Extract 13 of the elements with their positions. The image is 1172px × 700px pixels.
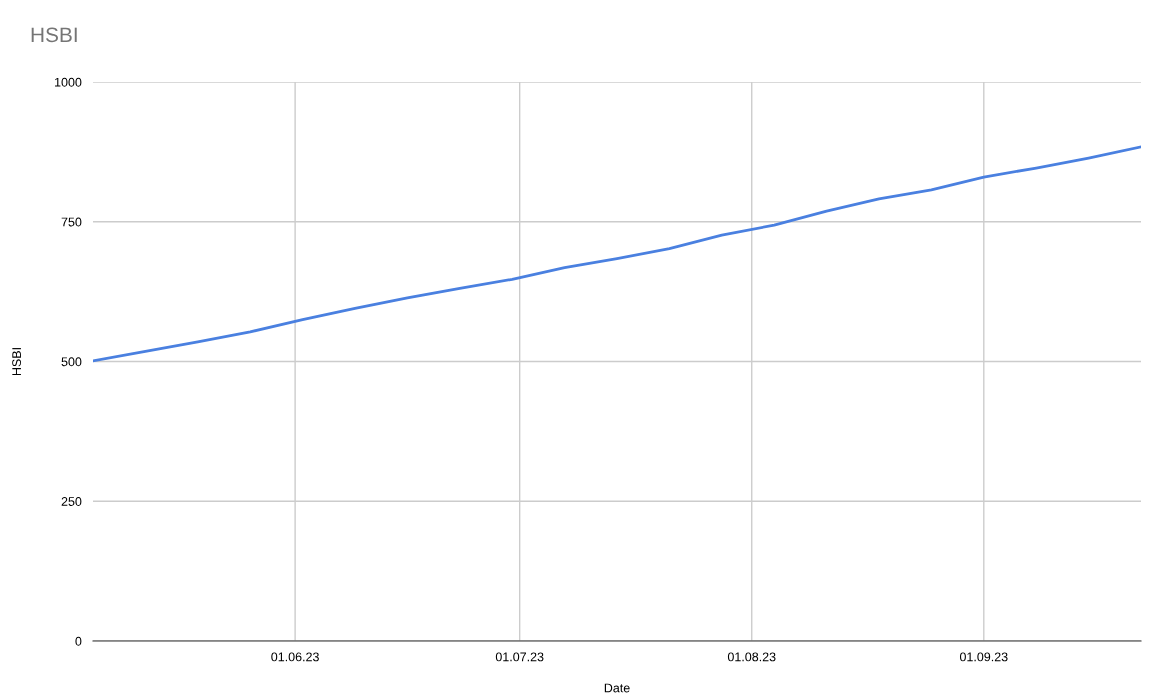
x-axis-title: Date — [604, 683, 630, 693]
line-series — [93, 145, 1141, 363]
y-tick-label: 1000 — [55, 77, 82, 87]
y-tick-label: 500 — [61, 357, 82, 367]
chart-title: HSBI — [31, 27, 77, 43]
y-tick-label: 250 — [61, 497, 82, 506]
y-tick-label: 0 — [75, 636, 82, 646]
y-tick-label: 750 — [61, 217, 82, 227]
y-axis-title: HSBI — [12, 348, 22, 376]
x-tick-label: 01.07.23 — [495, 652, 544, 662]
x-tick-label: 01.09.23 — [959, 652, 1008, 662]
x-tick-label: 01.08.23 — [727, 652, 776, 662]
x-tick-label: 01.06.23 — [271, 652, 319, 662]
